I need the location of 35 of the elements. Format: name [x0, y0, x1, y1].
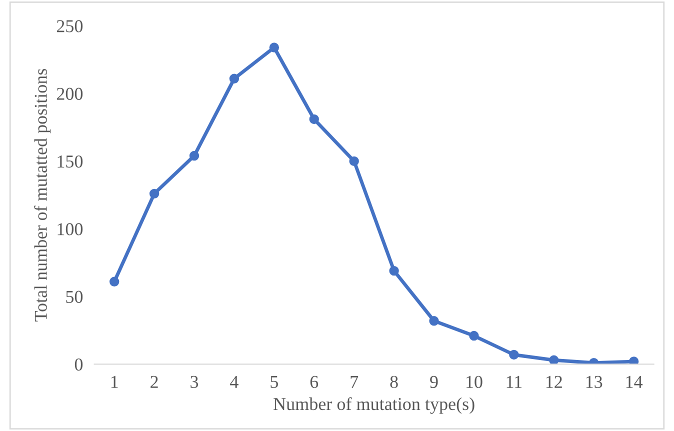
y-tick-label: 250	[56, 20, 83, 32]
x-tick-label: 4	[230, 376, 238, 388]
y-axis-title: Total number of mutatted positions	[34, 68, 51, 322]
x-tick-label: 7	[350, 376, 358, 388]
x-tick-label: 10	[466, 376, 482, 388]
x-tick-label: 5	[270, 376, 278, 388]
point	[628, 356, 639, 364]
x-tick-label: 3	[190, 376, 198, 388]
x-tick-label: 6	[310, 376, 318, 388]
point	[269, 42, 280, 52]
point	[509, 350, 519, 360]
x-tick-label: 14	[626, 376, 643, 388]
point	[309, 114, 319, 124]
x-tick-label: 9	[430, 376, 438, 388]
point	[389, 266, 399, 276]
x-tick-label: 2	[150, 376, 158, 388]
point	[349, 156, 359, 166]
x-tick-label: 13	[586, 376, 602, 388]
point	[229, 74, 240, 84]
y-tick-label: 100	[58, 223, 83, 236]
point	[429, 316, 439, 326]
y-tick-label: 200	[56, 88, 83, 100]
y-tick-label: 0	[74, 358, 83, 371]
point	[149, 188, 160, 199]
point	[549, 355, 559, 364]
y-tick-label: 50	[66, 290, 83, 303]
x-tick-label: 11	[506, 376, 522, 388]
x-tick-label: 8	[390, 376, 398, 388]
x-tick-label: 1	[111, 376, 118, 388]
point	[469, 330, 479, 341]
x-axis-title: Number of mutation type(s)	[274, 397, 474, 414]
point	[109, 276, 120, 287]
x-tick-label: 12	[546, 376, 562, 388]
y-tick-label: 150	[58, 155, 83, 168]
point	[189, 150, 200, 161]
